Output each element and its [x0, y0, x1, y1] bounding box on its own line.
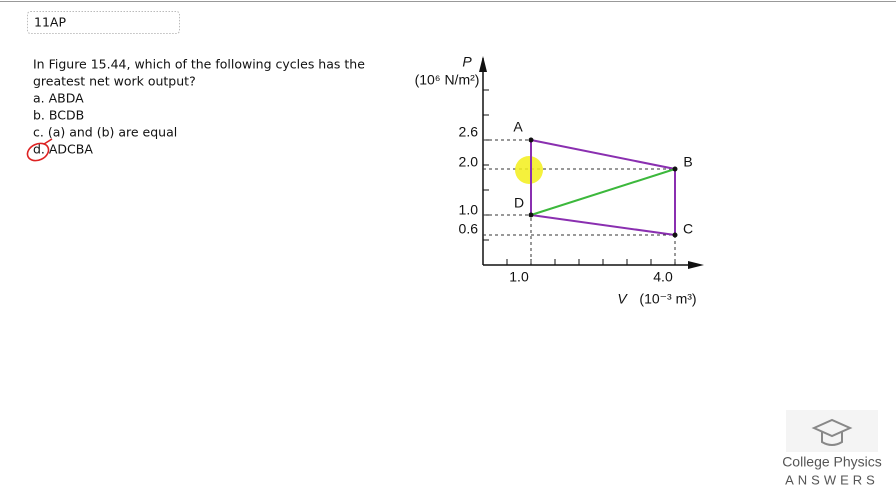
header-box — [27, 11, 180, 34]
logo-icon — [811, 418, 853, 438]
x-axis-symbol: V — [617, 291, 628, 307]
x-axis-unit: (10⁻³ m³) — [639, 291, 696, 307]
question-line: greatest net work output? — [33, 74, 196, 89]
option: b. BCDB — [33, 108, 84, 123]
point-label: D — [514, 195, 524, 211]
option: a. ABDA — [33, 91, 84, 106]
header-label: 11AP — [34, 15, 66, 30]
option: c. (a) and (b) are equal — [33, 125, 177, 140]
highlight — [515, 156, 543, 184]
y-tick-label: 0.6 — [459, 221, 479, 237]
diagonal-path — [530, 168, 676, 216]
point-label: C — [683, 221, 693, 237]
logo: College Physics ANSWERS — [782, 410, 882, 487]
x-tick-label: 4.0 — [653, 269, 673, 285]
y-axis-symbol: P — [462, 54, 472, 70]
logo-subtitle: ANSWERS — [785, 472, 879, 487]
guide-lines — [483, 139, 676, 265]
y-arrow — [479, 56, 487, 72]
y-axis-unit: (10⁶ N/m²) — [415, 72, 480, 88]
y-tick-label: 1.0 — [459, 202, 479, 218]
points — [528, 137, 678, 238]
answer-annotation — [26, 142, 50, 162]
answer-annotation — [43, 138, 53, 145]
x-tick-label: 1.0 — [509, 269, 529, 285]
point-label: B — [683, 154, 692, 170]
point-label: A — [513, 119, 523, 135]
question-line: In Figure 15.44, which of the following … — [33, 57, 365, 72]
pv-diagram: P (10⁶ N/m²) 2.6 2.0 1.0 — [415, 54, 704, 307]
y-tick-label: 2.6 — [459, 124, 479, 140]
logo-title: College Physics — [782, 454, 882, 470]
x-arrow — [688, 261, 704, 269]
y-tick-label: 2.0 — [459, 154, 479, 170]
cycle-path — [530, 138, 676, 237]
logo-icon — [821, 432, 843, 446]
